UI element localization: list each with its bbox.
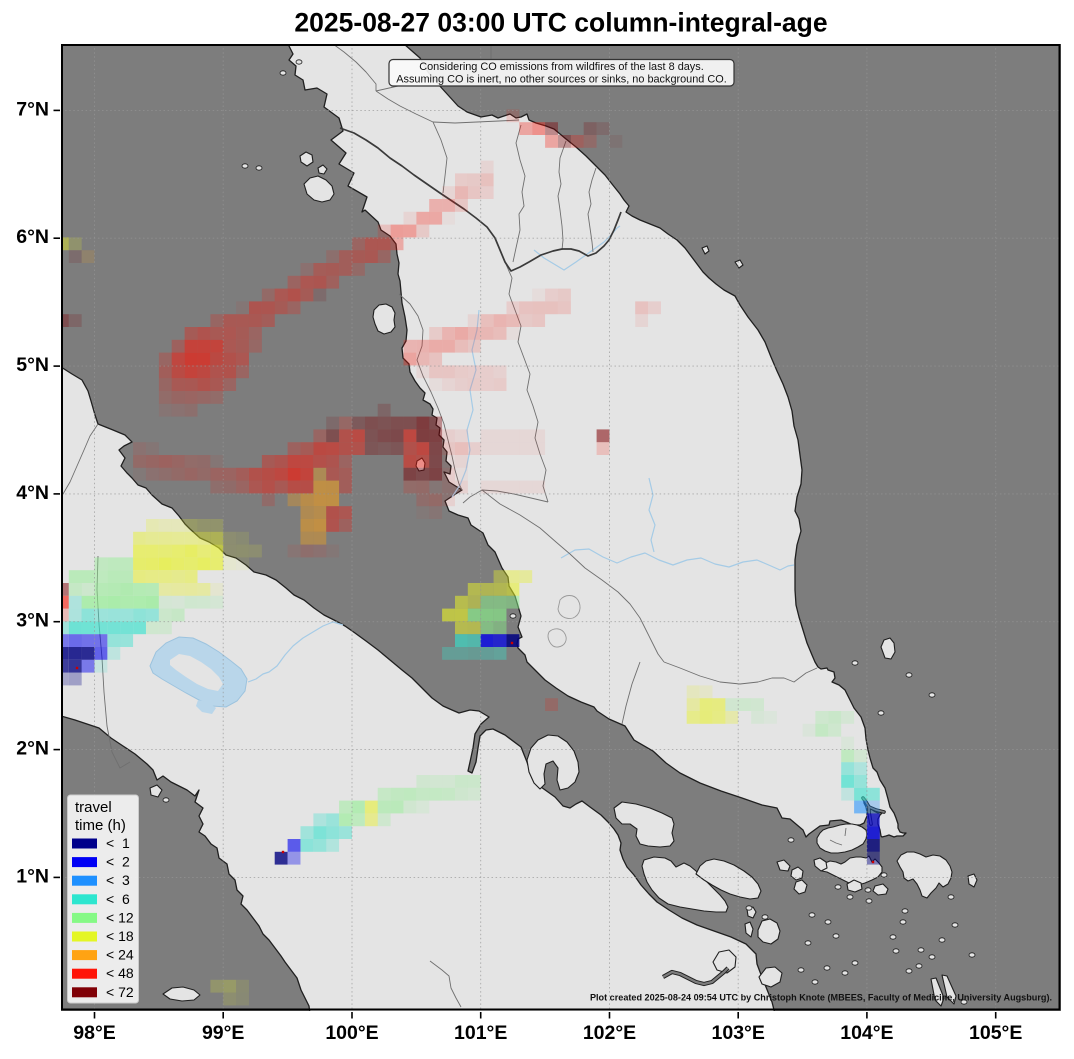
svg-text:103°E: 103°E bbox=[712, 1022, 765, 1044]
svg-text:Plot created 2025-08-24 09:54: Plot created 2025-08-24 09:54 UTC by Chr… bbox=[590, 993, 1052, 1003]
svg-text:98°E: 98°E bbox=[73, 1022, 116, 1044]
svg-text:2°N: 2°N bbox=[16, 738, 49, 760]
svg-text:1°N: 1°N bbox=[16, 865, 49, 887]
svg-text:99°E: 99°E bbox=[202, 1022, 245, 1044]
svg-text:Assuming CO is inert, no other: Assuming CO is inert, no other sources o… bbox=[396, 74, 727, 86]
svg-text:3°N: 3°N bbox=[16, 610, 49, 632]
svg-text:< 1: < 1 bbox=[106, 835, 130, 851]
svg-text:100°E: 100°E bbox=[325, 1022, 378, 1044]
svg-text:105°E: 105°E bbox=[969, 1022, 1022, 1044]
svg-text:< 72: < 72 bbox=[106, 984, 134, 1000]
svg-text:101°E: 101°E bbox=[454, 1022, 507, 1044]
svg-text:104°E: 104°E bbox=[840, 1022, 893, 1044]
svg-text:< 12: < 12 bbox=[106, 909, 134, 925]
svg-text:< 6: < 6 bbox=[106, 891, 130, 907]
svg-text:6°N: 6°N bbox=[16, 226, 49, 248]
svg-text:< 48: < 48 bbox=[106, 965, 134, 981]
svg-text:< 24: < 24 bbox=[106, 947, 134, 963]
svg-text:7°N: 7°N bbox=[16, 98, 49, 120]
svg-text:< 3: < 3 bbox=[106, 872, 130, 888]
svg-text:< 2: < 2 bbox=[106, 854, 130, 870]
svg-text:time (h): time (h) bbox=[75, 817, 126, 834]
svg-text:< 18: < 18 bbox=[106, 928, 134, 944]
svg-text:Considering CO emissions from: Considering CO emissions from wildfires … bbox=[419, 61, 703, 73]
svg-text:102°E: 102°E bbox=[583, 1022, 636, 1044]
svg-text:5°N: 5°N bbox=[16, 354, 49, 376]
svg-text:travel: travel bbox=[75, 799, 112, 816]
svg-text:4°N: 4°N bbox=[16, 482, 49, 504]
svg-text:2025-08-27 03:00 UTC column-in: 2025-08-27 03:00 UTC column-integral-age bbox=[294, 8, 827, 38]
